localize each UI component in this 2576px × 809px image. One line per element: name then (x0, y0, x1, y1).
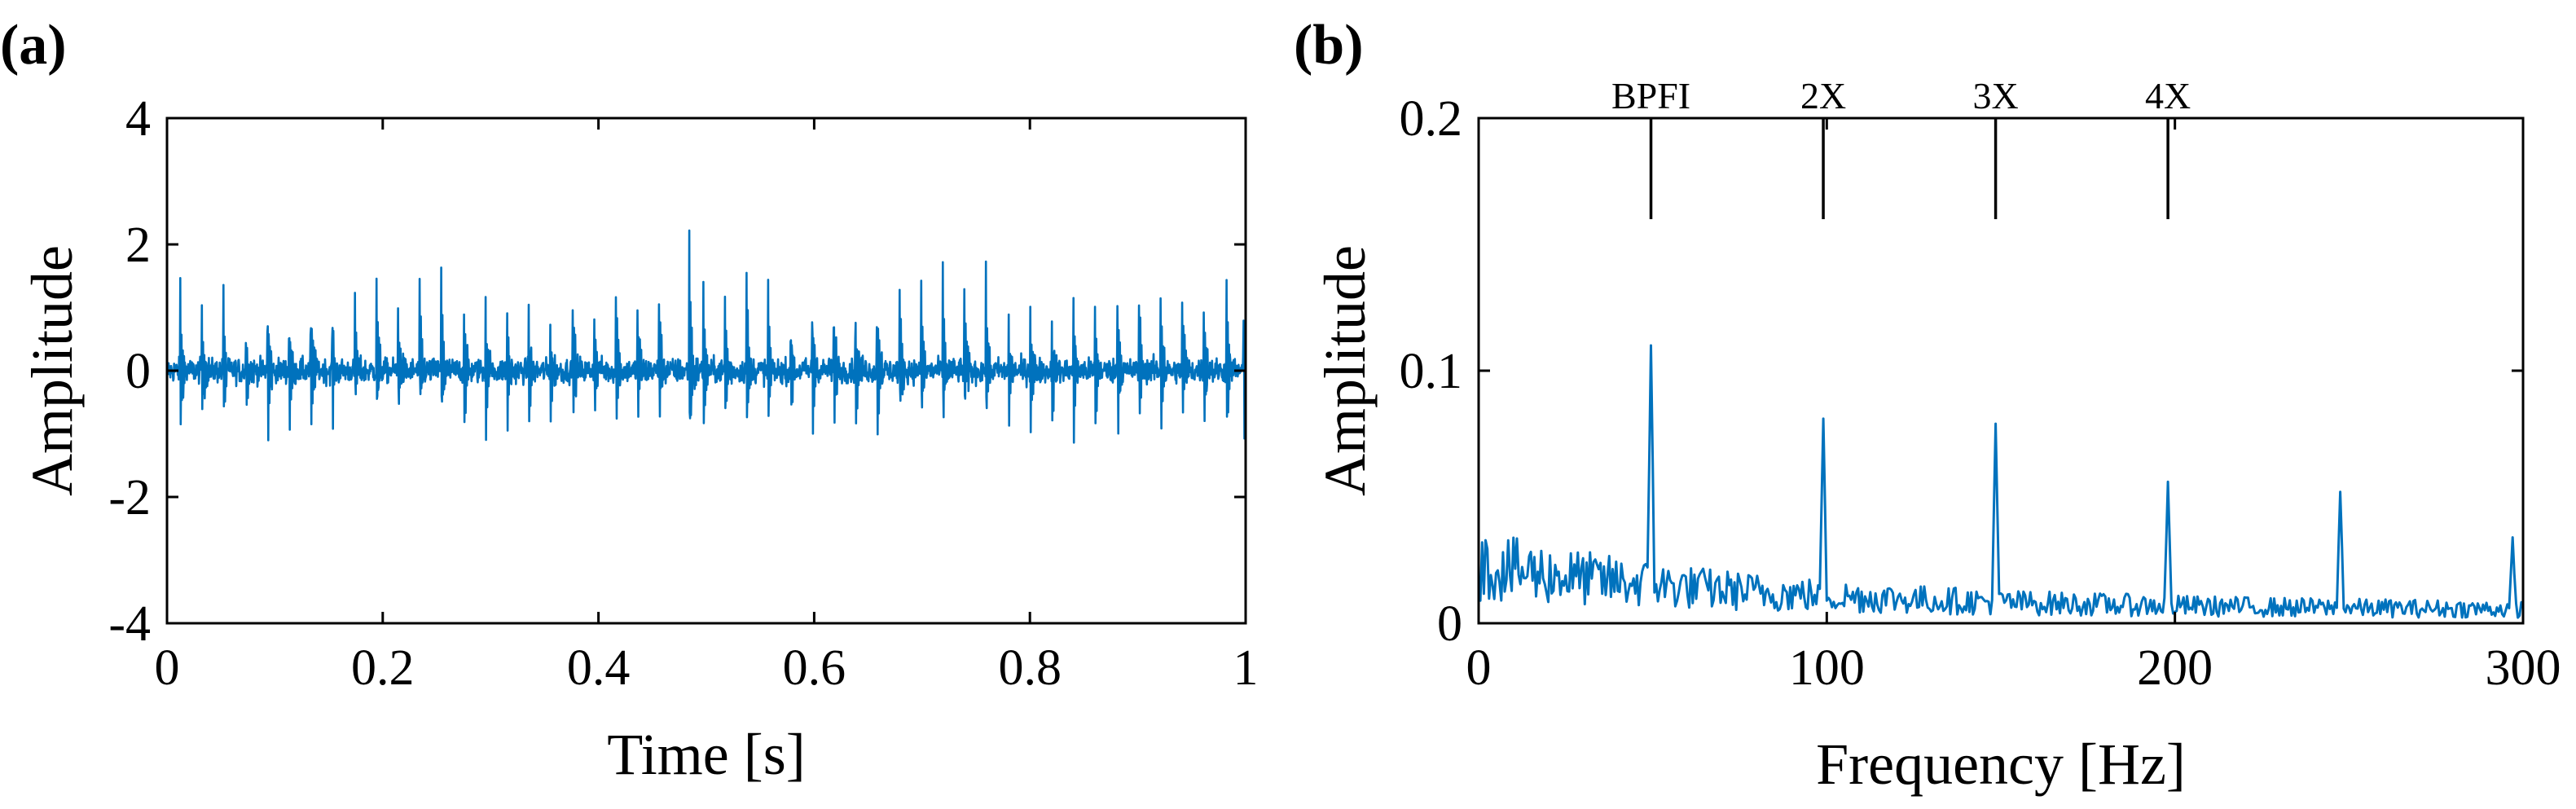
panel-a: (a) 0 0.2 0.4 0.6 0.8 1 -4 -2 0 2 4 Time [s] Ampli… (0, 14, 1259, 787)
panel-b-x-tick-label: 0 (1466, 640, 1492, 696)
panel-a-x-tick-label: 0.4 (567, 640, 631, 696)
harmonic-marker-label: BPFI (1611, 75, 1690, 117)
panel-b-y-tick-label: 0.2 (1400, 91, 1463, 147)
panel-a-y-axis-title: Amplitude (20, 245, 85, 496)
panel-b-axes-box (1477, 117, 2525, 625)
panel-a-label: (a) (0, 14, 67, 77)
harmonic-marker-label: 4X (2145, 75, 2191, 117)
panel-a-x-tick-label: 1 (1233, 640, 1259, 696)
panel-b-x-tick-label: 300 (2486, 640, 2561, 696)
panel-a-y-tick-label: 0 (125, 344, 151, 399)
panel-a-y-tick-label: -2 (108, 470, 151, 525)
panel-a-x-axis-title: Time [s] (607, 722, 805, 787)
panel-b-ticks: 0 100 200 300 0 0.1 0.2 (1400, 91, 2561, 696)
panel-a-x-tick-label: 0.8 (998, 640, 1062, 696)
panel-b-spectrum-plot (1477, 344, 2524, 619)
panel-a-y-tick-label: -4 (108, 596, 151, 652)
panel-b-label: (b) (1294, 14, 1364, 77)
harmonic-marker-label: 2X (1800, 75, 1846, 117)
panel-b-x-tick-label: 100 (1789, 640, 1865, 696)
panel-b-y-tick-label: 0 (1437, 596, 1462, 652)
panel-a-x-tick-label: 0.6 (783, 640, 846, 696)
panel-a-series-line (165, 229, 1247, 444)
panel-a-ticks: 0 0.2 0.4 0.6 0.8 1 -4 -2 0 2 4 (108, 91, 1258, 696)
panel-a-x-tick-label: 0.2 (351, 640, 415, 696)
panel-a-y-tick-label: 4 (125, 91, 151, 147)
panel-a-x-tick-label: 0 (155, 640, 180, 696)
panel-b-y-axis-title: Amplitude (1312, 245, 1378, 496)
panel-a-y-tick-label: 2 (125, 218, 151, 273)
harmonic-marker-label: 3X (1972, 75, 2018, 117)
panel-b-series-line (1477, 344, 2524, 619)
panel-b-x-axis-title: Frequency [Hz] (1816, 732, 2186, 797)
panel-b: (b) 0 100 200 300 0 0.1 0.2 BPFI 2X 3X 4X Frequen… (1294, 14, 2561, 797)
panel-a-signal-plot (165, 229, 1247, 444)
panel-b-harmonic-markers: BPFI 2X 3X 4X (1611, 75, 2191, 219)
panel-b-x-tick-label: 200 (2137, 640, 2213, 696)
panel-b-y-tick-label: 0.1 (1400, 344, 1463, 399)
